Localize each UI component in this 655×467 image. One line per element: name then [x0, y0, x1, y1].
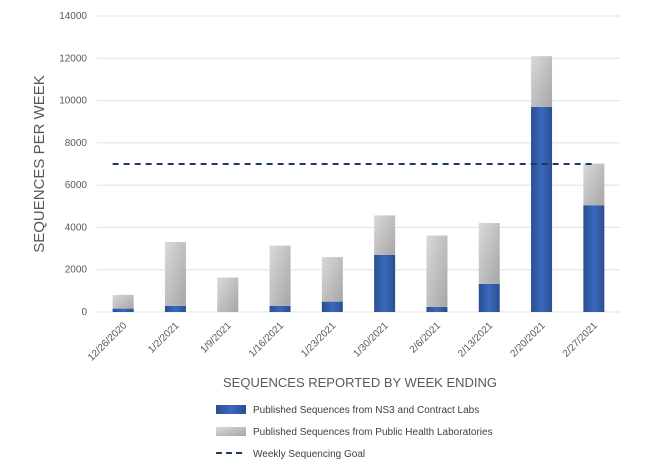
x-tick-label: 12/26/2020	[86, 320, 129, 363]
bar-public-health	[217, 277, 239, 312]
bar-public-health	[321, 257, 343, 302]
legend-swatch-ns3	[216, 405, 246, 414]
legend-label-goal: Weekly Sequencing Goal	[253, 449, 365, 460]
bar-public-health	[426, 235, 448, 307]
y-tick-label: 4000	[65, 222, 88, 233]
legend-label-phl: Published Sequences from Public Health L…	[253, 427, 493, 438]
x-tick-label: 1/30/2021	[352, 320, 392, 360]
x-tick-label: 1/23/2021	[299, 320, 339, 360]
bar-ns3	[583, 205, 605, 312]
bar-ns3	[426, 306, 448, 312]
y-tick-label: 0	[81, 307, 87, 318]
y-tick-label: 8000	[65, 138, 88, 149]
bar-ns3	[374, 254, 396, 312]
x-tick-label: 2/13/2021	[456, 320, 496, 360]
x-axis-label: SEQUENCES REPORTED BY WEEK ENDING	[223, 375, 497, 390]
bar-ns3	[164, 305, 186, 312]
y-axis-label: SEQUENCES PER WEEK	[31, 75, 48, 253]
bar-public-health	[112, 294, 134, 309]
bar-ns3	[269, 305, 291, 312]
x-tick-label: 1/2/2021	[146, 320, 182, 356]
bar-public-health	[374, 215, 396, 255]
bar-ns3	[531, 106, 553, 313]
x-tick-label: 2/6/2021	[408, 320, 444, 356]
y-tick-label: 6000	[65, 180, 88, 191]
bar-ns3	[321, 301, 343, 312]
x-tick-label: 1/16/2021	[247, 320, 287, 360]
bar-public-health	[531, 56, 553, 107]
x-tick-label: 1/9/2021	[199, 320, 235, 356]
bar-public-health	[583, 163, 605, 206]
bar-public-health	[269, 245, 291, 306]
y-tick-label: 12000	[59, 53, 87, 64]
y-tick-label: 2000	[65, 265, 88, 276]
legend-swatch-phl	[216, 427, 246, 436]
legend-label-ns3: Published Sequences from NS3 and Contrac…	[253, 405, 479, 416]
x-tick-label: 2/27/2021	[561, 320, 601, 360]
x-tick-label: 2/20/2021	[508, 320, 548, 360]
bar-public-health	[478, 222, 500, 284]
legend: Published Sequences from NS3 and Contrac…	[216, 405, 493, 460]
bar-public-health	[164, 242, 186, 306]
y-tick-label: 14000	[59, 11, 87, 22]
bar-ns3	[112, 308, 134, 312]
y-tick-label: 10000	[59, 96, 87, 107]
bar-ns3	[478, 283, 500, 312]
